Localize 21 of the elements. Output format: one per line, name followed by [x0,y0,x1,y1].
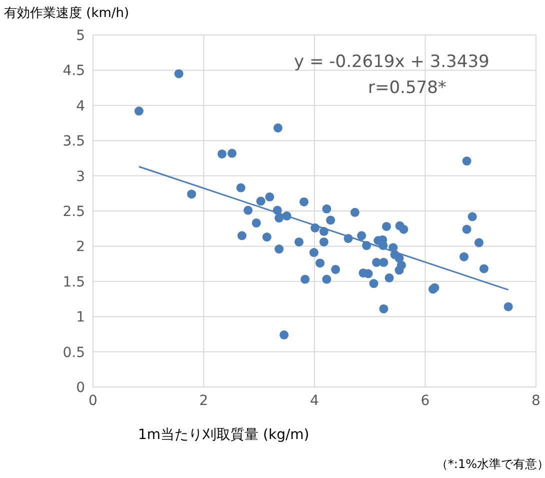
y-tick-label: 0.5 [62,344,85,361]
y-tick-label: 3 [76,168,85,185]
annotation: r=0.578* [368,78,446,98]
y-axis-title: 有効作業速度 (km/h) [4,5,130,22]
y-tick-label: 0 [76,380,85,396]
y-tick-label: 1.5 [62,274,85,290]
y-tick-label: 1 [76,310,85,326]
x-tick-label: 4 [310,392,320,409]
x-tick-label: 8 [532,392,540,409]
y-tick-label: 4.5 [62,63,85,80]
y-tick-label: 2 [76,239,85,256]
text: （*:1%水準で有意） [436,456,545,473]
x-axis-title: 1m当たり刈取質量 (kg/m) [138,426,310,444]
y-tick-label: 2.5 [62,204,85,220]
y-tick-label: 3.5 [62,134,85,150]
x-tick-label: 2 [199,392,208,409]
y-tick-label: 5 [76,28,85,44]
annotation: y = -0.2619x + 3.3439 [294,52,490,72]
y-tick-label: 4 [76,98,86,114]
x-tick-label: 0 [88,392,98,409]
x-tick-label: 6 [420,392,430,409]
